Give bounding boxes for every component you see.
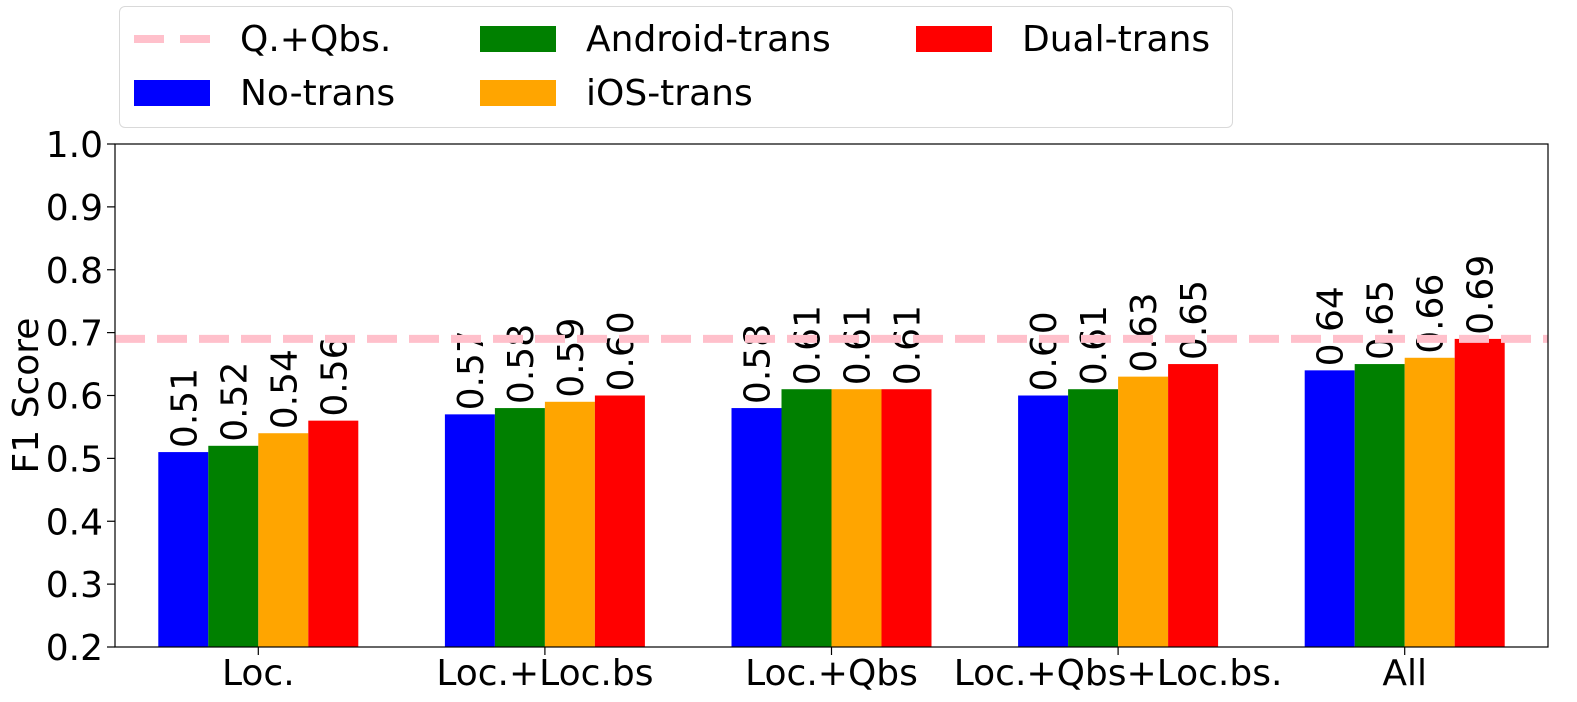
legend-label-no-trans: No-trans [240,72,396,114]
data-label: 0.63 [1124,292,1165,372]
legend-swatch-android-trans [480,26,556,52]
bar-dual-trans-2 [881,389,932,647]
data-label: 0.54 [264,349,305,429]
bar-no-trans-3 [1018,395,1069,647]
x-tick-label: All [1382,653,1427,694]
bar-android-trans-1 [494,408,545,647]
legend-swatch-no-trans [134,80,210,106]
data-label: 0.61 [788,305,829,385]
data-label: 0.64 [1311,286,1352,366]
legend-swatch-dual-trans [916,26,992,52]
bar-dual-trans-3 [1168,364,1219,647]
data-label: 0.65 [1174,280,1215,360]
bar-dual-trans-4 [1454,338,1505,647]
legend-item-reference: Q.+Qbs. [134,17,391,61]
legend-label-reference: Q.+Qbs. [240,18,392,60]
bar-ios-trans-4 [1404,357,1455,647]
bar-no-trans-2 [731,408,782,647]
data-label: 0.61 [888,305,929,385]
x-tick-label: Loc.+Loc.bs [436,653,653,694]
bar-no-trans-0 [158,452,209,647]
legend-swatch-ios-trans [480,80,556,106]
bar-ios-trans-3 [1118,376,1169,647]
bar-android-trans-0 [208,445,259,647]
data-label: 0.51 [164,368,205,448]
data-label: 0.61 [838,305,879,385]
y-tick-label: 0.9 [46,188,103,229]
data-label: 0.59 [551,318,592,398]
y-tick-label: 0.5 [46,439,103,480]
y-axis-label: F1 Score [6,318,47,474]
bar-android-trans-4 [1354,364,1405,647]
legend-item-android-trans: Android-trans [480,17,831,61]
data-label: 0.56 [314,336,355,416]
legend-item-dual-trans: Dual-trans [916,17,1210,61]
y-tick-label: 0.8 [46,251,103,292]
bar-ios-trans-1 [544,401,595,647]
bar-no-trans-1 [444,414,495,647]
data-label: 0.65 [1361,280,1402,360]
legend-item-no-trans: No-trans [134,71,395,115]
y-tick-label: 0.2 [46,628,103,669]
legend-label-android-trans: Android-trans [586,18,831,60]
data-label: 0.69 [1461,255,1502,335]
y-tick-label: 0.7 [46,314,103,355]
legend-label-dual-trans: Dual-trans [1022,18,1211,60]
legend-label-ios-trans: iOS-trans [586,72,753,114]
legend-swatch-dashed-line [134,26,210,52]
x-tick-label: Loc. [222,653,295,694]
data-label: 0.57 [451,330,492,410]
x-tick-label: Loc.+Qbs+Loc.bs. [954,653,1283,694]
y-tick-label: 0.4 [46,502,103,543]
data-label: 0.52 [214,362,255,442]
bar-android-trans-2 [781,389,832,647]
y-tick-label: 0.3 [46,565,103,606]
y-tick-label: 0.6 [46,377,103,418]
data-label: 0.60 [601,311,642,391]
bar-no-trans-4 [1304,370,1355,647]
bar-android-trans-3 [1068,389,1119,647]
bar-dual-trans-1 [594,395,645,647]
legend: Q.+Qbs. No-trans Android-trans iOS-trans… [119,6,1233,128]
data-label: 0.61 [1074,305,1115,385]
x-tick-label: Loc.+Qbs [745,653,918,694]
bar-ios-trans-0 [258,433,309,647]
bar-ios-trans-2 [831,389,882,647]
y-tick-label: 1.0 [46,125,103,166]
legend-item-ios-trans: iOS-trans [480,71,753,115]
data-label: 0.60 [1024,311,1065,391]
bar-dual-trans-0 [308,420,359,647]
